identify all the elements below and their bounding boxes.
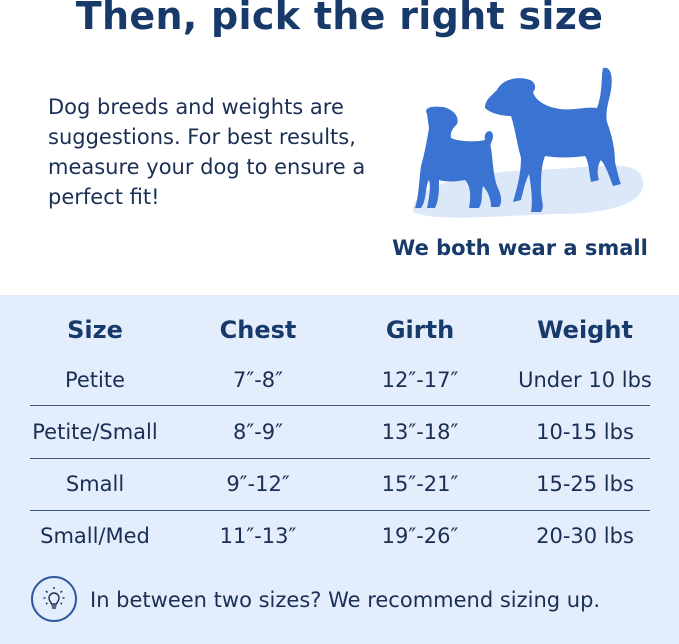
header-size: Size — [67, 316, 123, 344]
chest-cell: 9″-12″ — [226, 472, 290, 496]
girth-cell: 13″-18″ — [381, 420, 459, 444]
row-divider — [30, 405, 650, 406]
small-dog-silhouette — [415, 106, 502, 208]
lightbulb-icon — [31, 576, 77, 622]
header-girth: Girth — [385, 316, 455, 344]
page-title: Then, pick the right size — [75, 0, 604, 38]
row-divider — [30, 458, 650, 459]
weight-cell: 20-30 lbs — [536, 524, 634, 548]
size-cell: Petite/Small — [32, 420, 158, 444]
header-weight: Weight — [537, 316, 633, 344]
intro-text: Dog breeds and weights are suggestions. … — [48, 95, 366, 209]
size-cell: Small — [65, 472, 125, 496]
chest-cell: 7″-8″ — [233, 368, 283, 392]
weight-cell: 15-25 lbs — [536, 472, 634, 496]
dogs-illustration — [412, 67, 644, 218]
large-dog-silhouette — [485, 67, 621, 212]
dogs-caption: We both wear a small — [392, 236, 648, 260]
header-chest: Chest — [219, 316, 297, 344]
girth-cell: 19″-26″ — [381, 524, 459, 548]
weight-cell: 10-15 lbs — [536, 420, 634, 444]
size-cell: Small/Med — [40, 524, 150, 548]
sizing-tip: In between two sizes? We recommend sizin… — [90, 588, 601, 612]
chest-cell: 8″-9″ — [233, 420, 283, 444]
row-divider — [30, 510, 650, 511]
chest-cell: 11″-13″ — [219, 524, 297, 548]
weight-cell: Under 10 lbs — [518, 368, 652, 392]
girth-cell: 15″-21″ — [381, 472, 459, 496]
girth-cell: 12″-17″ — [381, 368, 459, 392]
size-cell: Petite — [64, 368, 126, 392]
size-table-panel — [0, 295, 679, 644]
